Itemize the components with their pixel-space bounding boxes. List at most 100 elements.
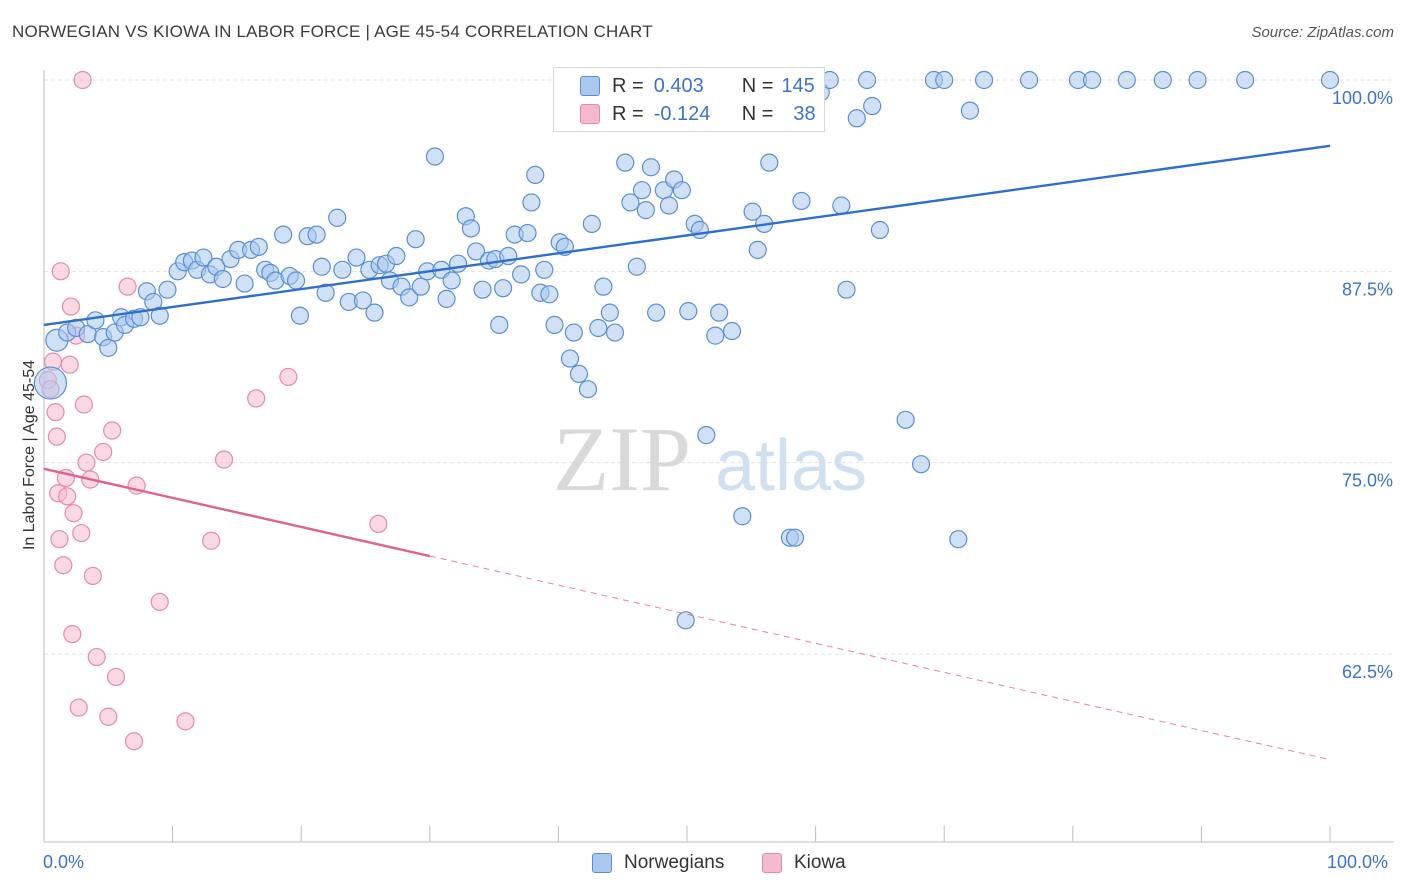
legend-r-label: R = [612, 74, 644, 97]
kiowa-point [369, 514, 388, 533]
norwegian-point [1188, 70, 1207, 90]
norwegian-point [150, 306, 169, 325]
kiowa-point [64, 504, 83, 523]
legend-swatch-kiowa [762, 853, 782, 873]
norwegian-point [522, 193, 541, 212]
norwegian-point [569, 364, 589, 383]
legend-n-label: N = [741, 102, 774, 125]
kiowa-point [63, 625, 82, 644]
norwegian-point [857, 70, 877, 90]
norwegian-point [1117, 70, 1136, 90]
norwegian-point [672, 181, 691, 200]
norwegian-point [589, 318, 608, 338]
y-tick-label: 100.0% [1332, 88, 1393, 108]
norwegian-point [706, 326, 725, 345]
legend-r-value: 0.403 [653, 74, 704, 97]
legend-label-norwegians: Norwegians [624, 852, 725, 873]
norwegian-point [99, 338, 118, 357]
watermark-zip: ZIP [553, 408, 691, 510]
norwegian-point [632, 181, 652, 200]
kiowa-point [61, 297, 81, 316]
kiowa-point [214, 450, 234, 469]
kiowa-point [58, 487, 77, 506]
kiowa-point [73, 70, 92, 90]
norwegian-point [1019, 70, 1039, 90]
watermark: ZIP atlas [553, 408, 867, 510]
norwegian-trend-line [43, 144, 1331, 327]
norwegian-point [249, 237, 268, 256]
kiowa-point [77, 453, 96, 472]
kiowa-point [74, 395, 93, 414]
legend-label-kiowa: Kiowa [794, 852, 846, 873]
norwegian-point [578, 380, 598, 399]
norwegian-point [760, 153, 779, 172]
x-tick-max: 100.0% [1327, 852, 1389, 872]
norwegian-point [33, 366, 68, 400]
norwegian-point [333, 260, 352, 279]
legend-item-kiowa: Kiowa [762, 852, 846, 874]
norwegian-point [641, 158, 661, 177]
norwegian-point [896, 410, 915, 429]
legend-r-label: R = [612, 102, 644, 125]
norwegian-point [312, 257, 331, 276]
norwegian-point [86, 311, 105, 330]
kiowa-point [51, 262, 70, 281]
kiowa-point [247, 389, 266, 408]
norwegian-point [733, 507, 752, 526]
norwegian-point [960, 101, 980, 120]
norwegian-point [697, 426, 716, 445]
norwegian-point [411, 277, 430, 296]
norwegian-point [365, 303, 384, 322]
norwegian-point [974, 70, 994, 90]
norwegian-point [194, 248, 213, 267]
kiowa-point [99, 707, 118, 726]
norwegian-point [461, 219, 481, 238]
norwegian-point [837, 280, 856, 299]
norwegian-point [792, 191, 811, 211]
norwegian-point [621, 193, 640, 212]
norwegian-point [213, 269, 232, 289]
norwegian-point [274, 225, 293, 244]
norwegian-point [387, 246, 406, 266]
legend-r-value: -0.124 [653, 102, 711, 125]
norwegian-point [512, 265, 531, 284]
norwegian-point [935, 70, 954, 90]
legend-swatch-norwegians [592, 853, 612, 873]
norwegian-point [616, 153, 635, 172]
norwegian-point [600, 303, 619, 322]
legend-swatch-norwegians [580, 76, 600, 96]
legend-n-value: 145 [781, 74, 815, 97]
norwegian-point [722, 321, 742, 341]
norwegian-point [526, 165, 545, 185]
norwegian-point [535, 260, 554, 279]
norwegian-point [582, 214, 601, 233]
norwegian-point [448, 254, 468, 273]
norwegian-point [540, 285, 559, 304]
norwegian-point [328, 208, 347, 227]
kiowa-point [202, 531, 221, 550]
kiowa-trend-extension [429, 555, 1331, 761]
norwegian-point [785, 528, 805, 547]
norwegian-point [545, 315, 564, 335]
norwegian-point [490, 315, 509, 335]
kiowa-point [279, 367, 298, 387]
norwegian-point [307, 225, 326, 244]
norwegian-point [659, 196, 679, 215]
kiowa-point [50, 530, 69, 549]
kiowa-point [124, 732, 144, 751]
kiowa-point [118, 277, 137, 296]
kiowa-point [150, 592, 169, 612]
norwegian-point [863, 96, 882, 116]
norwegian-point [347, 248, 366, 267]
kiowa-point [94, 442, 113, 462]
norwegian-point [679, 302, 698, 321]
norwegian-point [1236, 70, 1255, 90]
source-credit: Source: ZipAtlas.com [1251, 24, 1394, 41]
kiowa-points [38, 70, 388, 751]
norwegian-point [473, 280, 492, 299]
norwegian-point [158, 280, 177, 299]
norwegian-point [353, 291, 373, 310]
norwegian-point [290, 306, 310, 325]
norwegian-point [627, 257, 646, 276]
norwegian-point [1082, 70, 1102, 90]
